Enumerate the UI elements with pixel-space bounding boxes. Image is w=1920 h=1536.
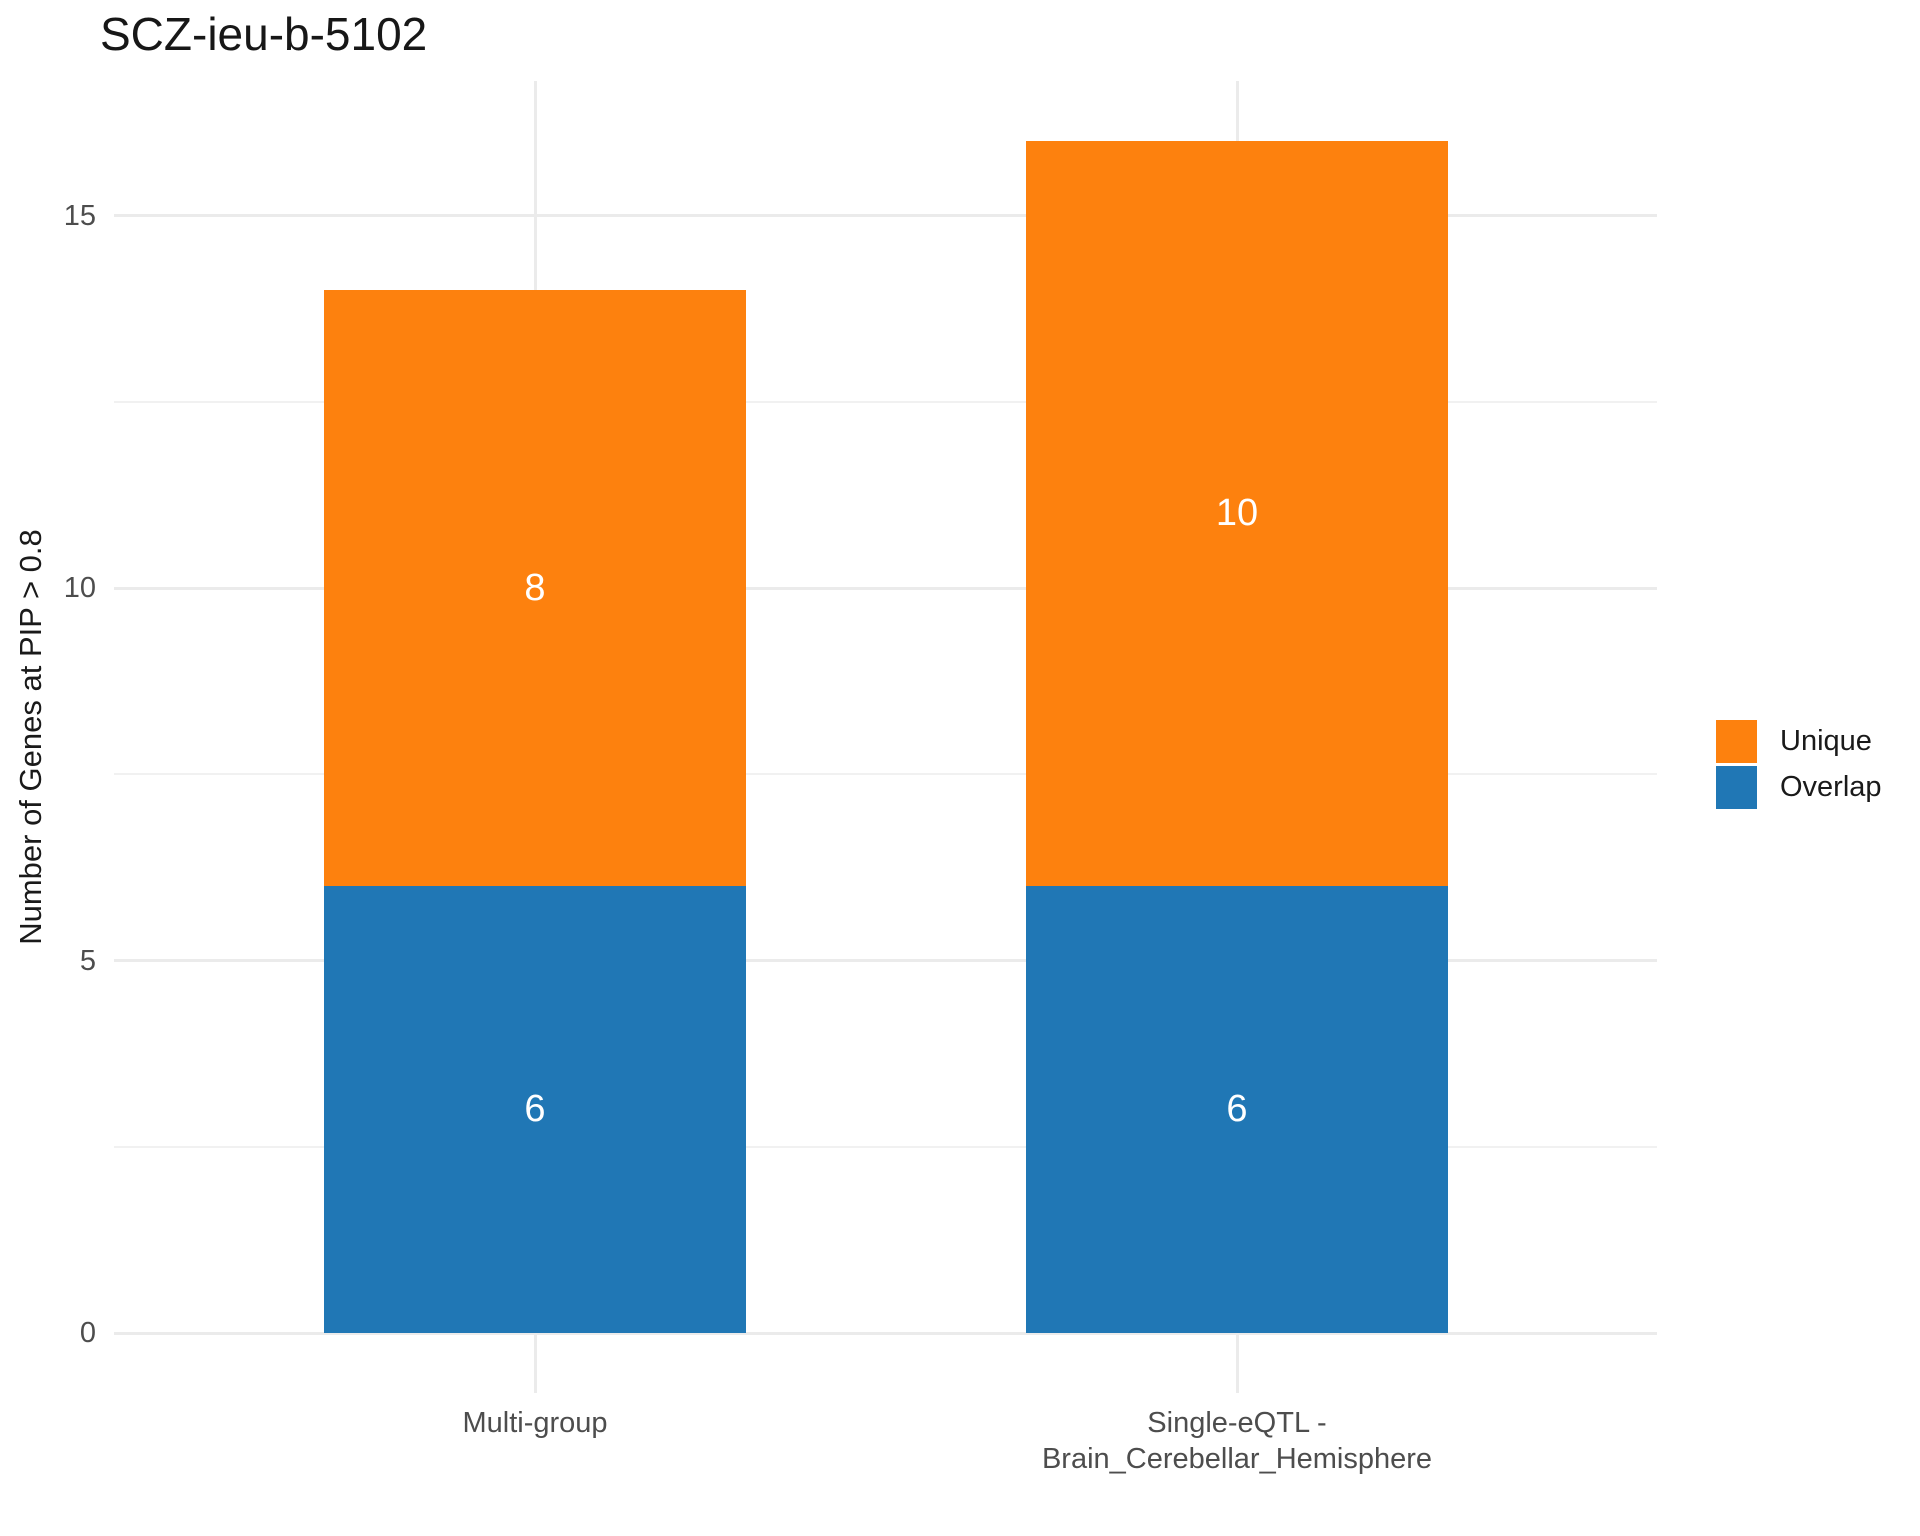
legend-row-overlap: Overlap <box>1716 766 1882 809</box>
bar-value-label-single-eqtl--unique: 10 <box>1215 492 1259 534</box>
x-tick-label-line: Multi-group <box>462 1407 608 1439</box>
bar-segment-multi-group-overlap: 6 <box>324 886 746 1333</box>
legend-key-swatch-overlap <box>1716 766 1757 809</box>
y-tick-label-15: 15 <box>63 199 96 232</box>
bar-segment-single-eqtl--unique: 10 <box>1026 141 1448 886</box>
gridline-major-y-15 <box>114 214 1657 217</box>
legend-label: Overlap <box>1780 771 1882 803</box>
y-tick-label-10: 10 <box>63 572 96 604</box>
gridline-major-y-5 <box>114 959 1657 962</box>
legend: Unique Overlap <box>1716 720 1882 812</box>
bar-segment-multi-group-unique: 8 <box>324 290 746 886</box>
x-tick-label-multi-group: Multi-group <box>185 1405 885 1441</box>
x-tick-label-line: Brain_Cerebellar_Hemisphere <box>1041 1443 1433 1475</box>
y-tick-label-5: 5 <box>79 944 96 977</box>
gridline-minor-y-7.5 <box>114 773 1657 776</box>
gridline-minor-y-12.5 <box>114 400 1657 403</box>
x-tick-label-single-eqtl-: Single-eQTL - Brain_Cerebellar_Hemisphere <box>887 1405 1587 1477</box>
y-tick-label-0: 0 <box>79 1317 96 1349</box>
gridline-minor-y-2.5 <box>114 1145 1657 1148</box>
bar-value-label-multi-group-unique: 8 <box>524 566 546 609</box>
chart-title: SCZ-ieu-b-5102 <box>100 8 428 60</box>
gridline-major-y-10 <box>114 586 1657 590</box>
legend-label: Unique <box>1780 725 1872 757</box>
x-tick-label-line: Single-eQTL - <box>1147 1407 1327 1439</box>
legend-row-unique: Unique <box>1716 720 1882 763</box>
legend-key-swatch-unique <box>1716 720 1757 763</box>
bar-segment-single-eqtl--overlap: 6 <box>1026 886 1448 1333</box>
bar-value-label-multi-group-overlap: 6 <box>524 1088 546 1130</box>
bar-value-label-single-eqtl--overlap: 6 <box>1226 1088 1248 1130</box>
gridline-major-y-0 <box>114 1331 1657 1335</box>
